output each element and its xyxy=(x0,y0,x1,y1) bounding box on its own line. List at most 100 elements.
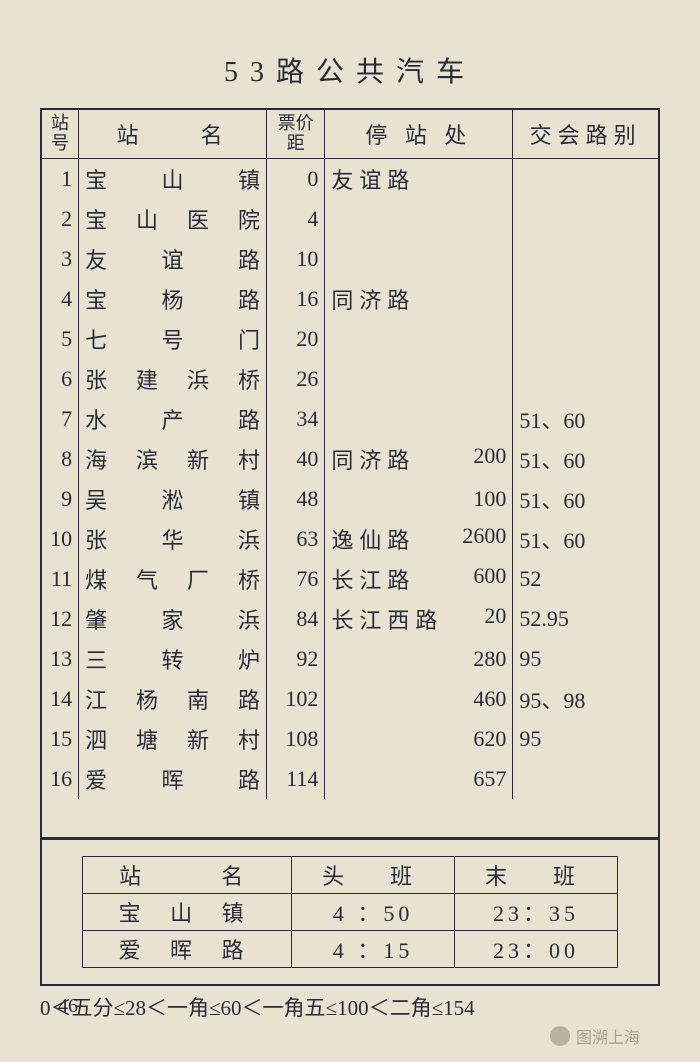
cell-station-no: 11 xyxy=(41,559,79,599)
cell-stop: 100 xyxy=(325,479,513,519)
cell-station-name: 泗塘新村 xyxy=(79,719,267,759)
cell-routes: 52 xyxy=(513,559,659,599)
cell-station-name: 宝杨路 xyxy=(79,279,267,319)
table-row: 15泗塘新村10862095 xyxy=(41,719,659,759)
cell-stop: 280 xyxy=(325,639,513,679)
cell-station-name: 海滨新村 xyxy=(79,439,267,479)
table-row: 1宝山镇0友谊路 xyxy=(41,159,659,200)
cell-station-name: 江杨南路 xyxy=(79,679,267,719)
cell-station-no: 16 xyxy=(41,759,79,799)
cell-routes xyxy=(513,199,659,239)
cell-stop: 620 xyxy=(325,719,513,759)
cell-stop: 长江西路20 xyxy=(325,599,513,639)
cell-station-name: 宝山医院 xyxy=(79,199,267,239)
table-row: 11煤气厂桥76长江路60052 xyxy=(41,559,659,599)
header-station-no: 站号 xyxy=(41,109,79,159)
header-fare-dist: 票价距 xyxy=(266,109,324,159)
cell-fare: 40 xyxy=(266,439,324,479)
cell-stop xyxy=(325,199,513,239)
cell-routes xyxy=(513,239,659,279)
table-row: 4宝杨路16同济路 xyxy=(41,279,659,319)
cell-fare: 10 xyxy=(266,239,324,279)
cell-stop xyxy=(325,359,513,399)
cell-station-no: 15 xyxy=(41,719,79,759)
table-row: 5七号门20 xyxy=(41,319,659,359)
cell-fare: 34 xyxy=(266,399,324,439)
cell-stop: 657 xyxy=(325,759,513,799)
cell-station-no: 12 xyxy=(41,599,79,639)
schedule-header-name: 站 名 xyxy=(83,857,292,894)
cell-station-name: 友谊路 xyxy=(79,239,267,279)
cell-stop xyxy=(325,319,513,359)
schedule-first: 4 ：50 xyxy=(292,894,455,931)
schedule-header-first: 头 班 xyxy=(292,857,455,894)
cell-station-no: 8 xyxy=(41,439,79,479)
cell-routes: 95、98 xyxy=(513,679,659,719)
cell-station-no: 14 xyxy=(41,679,79,719)
schedule-row: 宝 山 镇4 ：5023：35 xyxy=(83,894,618,931)
cell-routes: 52.95 xyxy=(513,599,659,639)
cell-stop: 长江路600 xyxy=(325,559,513,599)
header-routes: 交会路别 xyxy=(513,109,659,159)
cell-routes xyxy=(513,759,659,799)
cell-station-no: 2 xyxy=(41,199,79,239)
schedule-table: 站 名 头 班 末 班 宝 山 镇4 ：5023：35爱 晖 路4 ：1523：… xyxy=(82,856,618,968)
cell-station-name: 爱晖路 xyxy=(79,759,267,799)
cell-fare: 108 xyxy=(266,719,324,759)
schedule-first: 4 ：15 xyxy=(292,931,455,968)
schedule-header-last: 末 班 xyxy=(455,857,618,894)
fare-pricing-line: 0＜五分≤28＜一角≤60＜一角五≤100＜二角≤154 xyxy=(40,992,660,1022)
table-row: 3友谊路10 xyxy=(41,239,659,279)
cell-station-name: 肇家浜 xyxy=(79,599,267,639)
header-station-name: 站 名 xyxy=(79,109,267,159)
cell-stop xyxy=(325,399,513,439)
cell-fare: 48 xyxy=(266,479,324,519)
cell-routes xyxy=(513,159,659,200)
cell-station-name: 张建浜桥 xyxy=(79,359,267,399)
cell-station-name: 张华浜 xyxy=(79,519,267,559)
cell-stop: 友谊路 xyxy=(325,159,513,200)
schedule-name: 爱 晖 路 xyxy=(83,931,292,968)
cell-stop: 同济路200 xyxy=(325,439,513,479)
page-number: 46 xyxy=(58,995,78,1018)
cell-station-no: 5 xyxy=(41,319,79,359)
cell-station-no: 13 xyxy=(41,639,79,679)
cell-fare: 16 xyxy=(266,279,324,319)
cell-fare: 4 xyxy=(266,199,324,239)
schedule-last: 23：35 xyxy=(455,894,618,931)
cell-fare: 26 xyxy=(266,359,324,399)
table-row: 9吴淞镇4810051、60 xyxy=(41,479,659,519)
bus-stops-table: 站号 站 名 票价距 停 站 处 交会路别 1宝山镇0友谊路2宝山医院43友谊路… xyxy=(40,108,660,839)
cell-fare: 76 xyxy=(266,559,324,599)
watermark: 图溯上海 xyxy=(550,1024,640,1048)
cell-station-no: 6 xyxy=(41,359,79,399)
table-row: 6张建浜桥26 xyxy=(41,359,659,399)
cell-station-name: 七号门 xyxy=(79,319,267,359)
cell-station-name: 吴淞镇 xyxy=(79,479,267,519)
cell-fare: 20 xyxy=(266,319,324,359)
table-row: 13三转炉9228095 xyxy=(41,639,659,679)
cell-stop: 逸仙路2600 xyxy=(325,519,513,559)
table-row: 8海滨新村40同济路20051、60 xyxy=(41,439,659,479)
cell-station-name: 水产路 xyxy=(79,399,267,439)
cell-station-name: 煤气厂桥 xyxy=(79,559,267,599)
cell-station-no: 7 xyxy=(41,399,79,439)
cell-routes: 51、60 xyxy=(513,439,659,479)
schedule-container: 站 名 头 班 末 班 宝 山 镇4 ：5023：35爱 晖 路4 ：1523：… xyxy=(40,839,660,986)
table-row: 14江杨南路10246095、98 xyxy=(41,679,659,719)
cell-fare: 84 xyxy=(266,599,324,639)
header-stop-loc: 停 站 处 xyxy=(325,109,513,159)
cell-station-no: 3 xyxy=(41,239,79,279)
cell-routes: 51、60 xyxy=(513,399,659,439)
cell-routes: 95 xyxy=(513,719,659,759)
cell-stop: 460 xyxy=(325,679,513,719)
cell-fare: 102 xyxy=(266,679,324,719)
table-row: 16爱晖路114657 xyxy=(41,759,659,799)
cell-fare: 114 xyxy=(266,759,324,799)
cell-station-name: 宝山镇 xyxy=(79,159,267,200)
cell-fare: 92 xyxy=(266,639,324,679)
cell-station-no: 9 xyxy=(41,479,79,519)
page-title: 53路公共汽车 xyxy=(40,50,660,90)
cell-station-no: 1 xyxy=(41,159,79,200)
table-row: 2宝山医院4 xyxy=(41,199,659,239)
